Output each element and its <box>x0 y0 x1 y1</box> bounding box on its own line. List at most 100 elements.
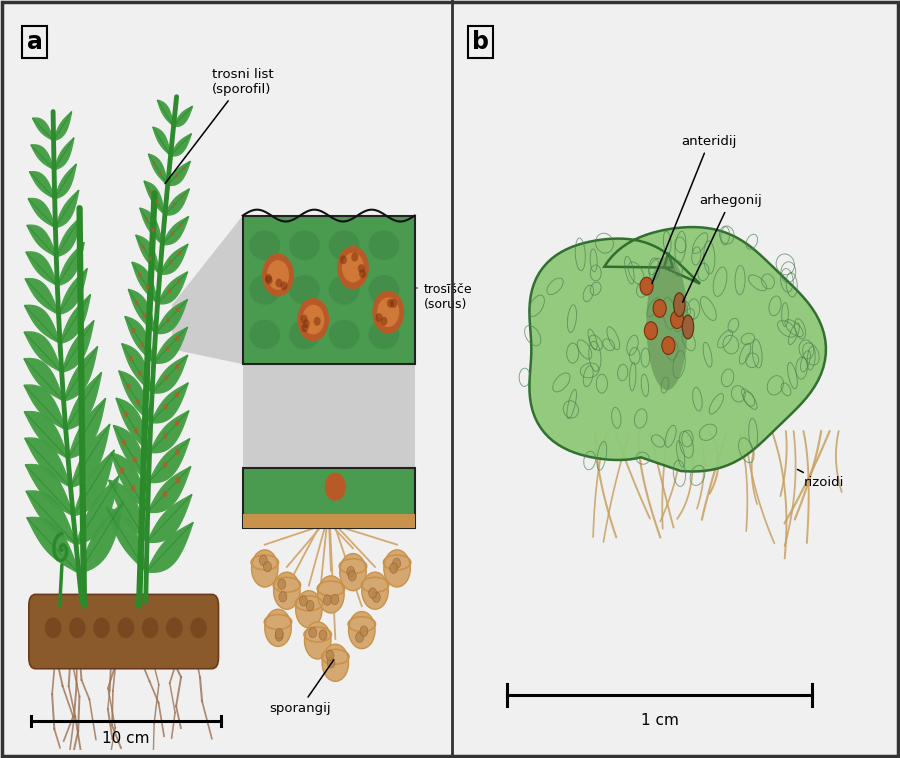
Polygon shape <box>30 172 55 199</box>
Ellipse shape <box>143 313 147 318</box>
Polygon shape <box>60 295 90 343</box>
Polygon shape <box>148 154 167 185</box>
Polygon shape <box>55 164 76 199</box>
Ellipse shape <box>176 279 180 283</box>
Polygon shape <box>24 385 66 430</box>
Ellipse shape <box>309 628 317 637</box>
Polygon shape <box>26 252 58 286</box>
Polygon shape <box>147 494 192 542</box>
Ellipse shape <box>249 320 280 349</box>
Ellipse shape <box>328 320 360 349</box>
Ellipse shape <box>175 392 179 398</box>
Polygon shape <box>55 164 76 199</box>
Text: anteridij: anteridij <box>652 135 737 283</box>
Ellipse shape <box>359 269 366 278</box>
Polygon shape <box>162 217 188 245</box>
FancyBboxPatch shape <box>29 594 219 669</box>
Polygon shape <box>150 383 188 423</box>
Ellipse shape <box>153 161 156 165</box>
Ellipse shape <box>302 324 309 332</box>
Polygon shape <box>24 305 60 343</box>
Ellipse shape <box>69 618 86 638</box>
Ellipse shape <box>377 297 400 327</box>
Ellipse shape <box>351 252 358 262</box>
Polygon shape <box>25 438 70 487</box>
Ellipse shape <box>265 609 292 647</box>
Ellipse shape <box>171 231 175 235</box>
Polygon shape <box>106 508 147 572</box>
Ellipse shape <box>381 317 388 326</box>
Polygon shape <box>150 383 188 423</box>
Ellipse shape <box>392 558 400 568</box>
Polygon shape <box>28 199 56 227</box>
Polygon shape <box>24 412 68 459</box>
Text: 1 cm: 1 cm <box>641 713 679 728</box>
Polygon shape <box>160 244 188 274</box>
Polygon shape <box>122 343 152 393</box>
Ellipse shape <box>251 550 278 587</box>
Polygon shape <box>58 268 87 315</box>
Ellipse shape <box>331 594 338 605</box>
Polygon shape <box>122 343 152 393</box>
Polygon shape <box>119 371 150 422</box>
Ellipse shape <box>138 272 141 277</box>
Ellipse shape <box>179 223 182 227</box>
Ellipse shape <box>94 618 110 638</box>
Ellipse shape <box>338 246 369 289</box>
Polygon shape <box>125 317 154 363</box>
Ellipse shape <box>328 275 360 305</box>
Polygon shape <box>30 172 55 199</box>
Ellipse shape <box>318 576 344 613</box>
Ellipse shape <box>356 632 364 643</box>
Polygon shape <box>25 438 70 487</box>
Polygon shape <box>24 305 60 343</box>
Ellipse shape <box>131 328 136 333</box>
Polygon shape <box>174 106 193 127</box>
Polygon shape <box>60 295 90 343</box>
Polygon shape <box>154 327 187 363</box>
Ellipse shape <box>132 456 137 462</box>
Polygon shape <box>58 243 84 286</box>
Ellipse shape <box>141 618 158 638</box>
Ellipse shape <box>375 313 382 322</box>
Ellipse shape <box>262 253 294 296</box>
Polygon shape <box>26 491 76 544</box>
Ellipse shape <box>259 555 267 565</box>
Ellipse shape <box>362 572 388 609</box>
Polygon shape <box>24 359 64 401</box>
Polygon shape <box>148 467 191 512</box>
Ellipse shape <box>390 299 397 308</box>
Ellipse shape <box>653 299 666 318</box>
Polygon shape <box>111 453 148 512</box>
Polygon shape <box>111 453 148 512</box>
Polygon shape <box>152 356 188 393</box>
Polygon shape <box>25 465 73 516</box>
Ellipse shape <box>165 375 168 381</box>
Polygon shape <box>149 411 189 453</box>
Polygon shape <box>79 502 123 573</box>
Polygon shape <box>66 372 102 430</box>
Ellipse shape <box>368 320 400 349</box>
Ellipse shape <box>166 318 170 322</box>
Polygon shape <box>57 217 81 257</box>
Polygon shape <box>66 372 102 430</box>
Ellipse shape <box>390 563 398 573</box>
Ellipse shape <box>323 595 331 606</box>
Ellipse shape <box>301 315 308 324</box>
Polygon shape <box>25 465 73 516</box>
Ellipse shape <box>148 256 152 261</box>
Polygon shape <box>113 425 148 482</box>
Polygon shape <box>171 134 192 156</box>
Polygon shape <box>24 359 64 401</box>
Ellipse shape <box>368 230 400 260</box>
Ellipse shape <box>169 260 173 265</box>
Ellipse shape <box>249 230 280 260</box>
Polygon shape <box>54 138 74 170</box>
Ellipse shape <box>289 275 320 305</box>
Polygon shape <box>147 494 192 542</box>
Ellipse shape <box>126 384 130 390</box>
Ellipse shape <box>360 626 368 637</box>
Polygon shape <box>140 208 162 244</box>
Ellipse shape <box>306 600 314 611</box>
Ellipse shape <box>328 230 360 260</box>
